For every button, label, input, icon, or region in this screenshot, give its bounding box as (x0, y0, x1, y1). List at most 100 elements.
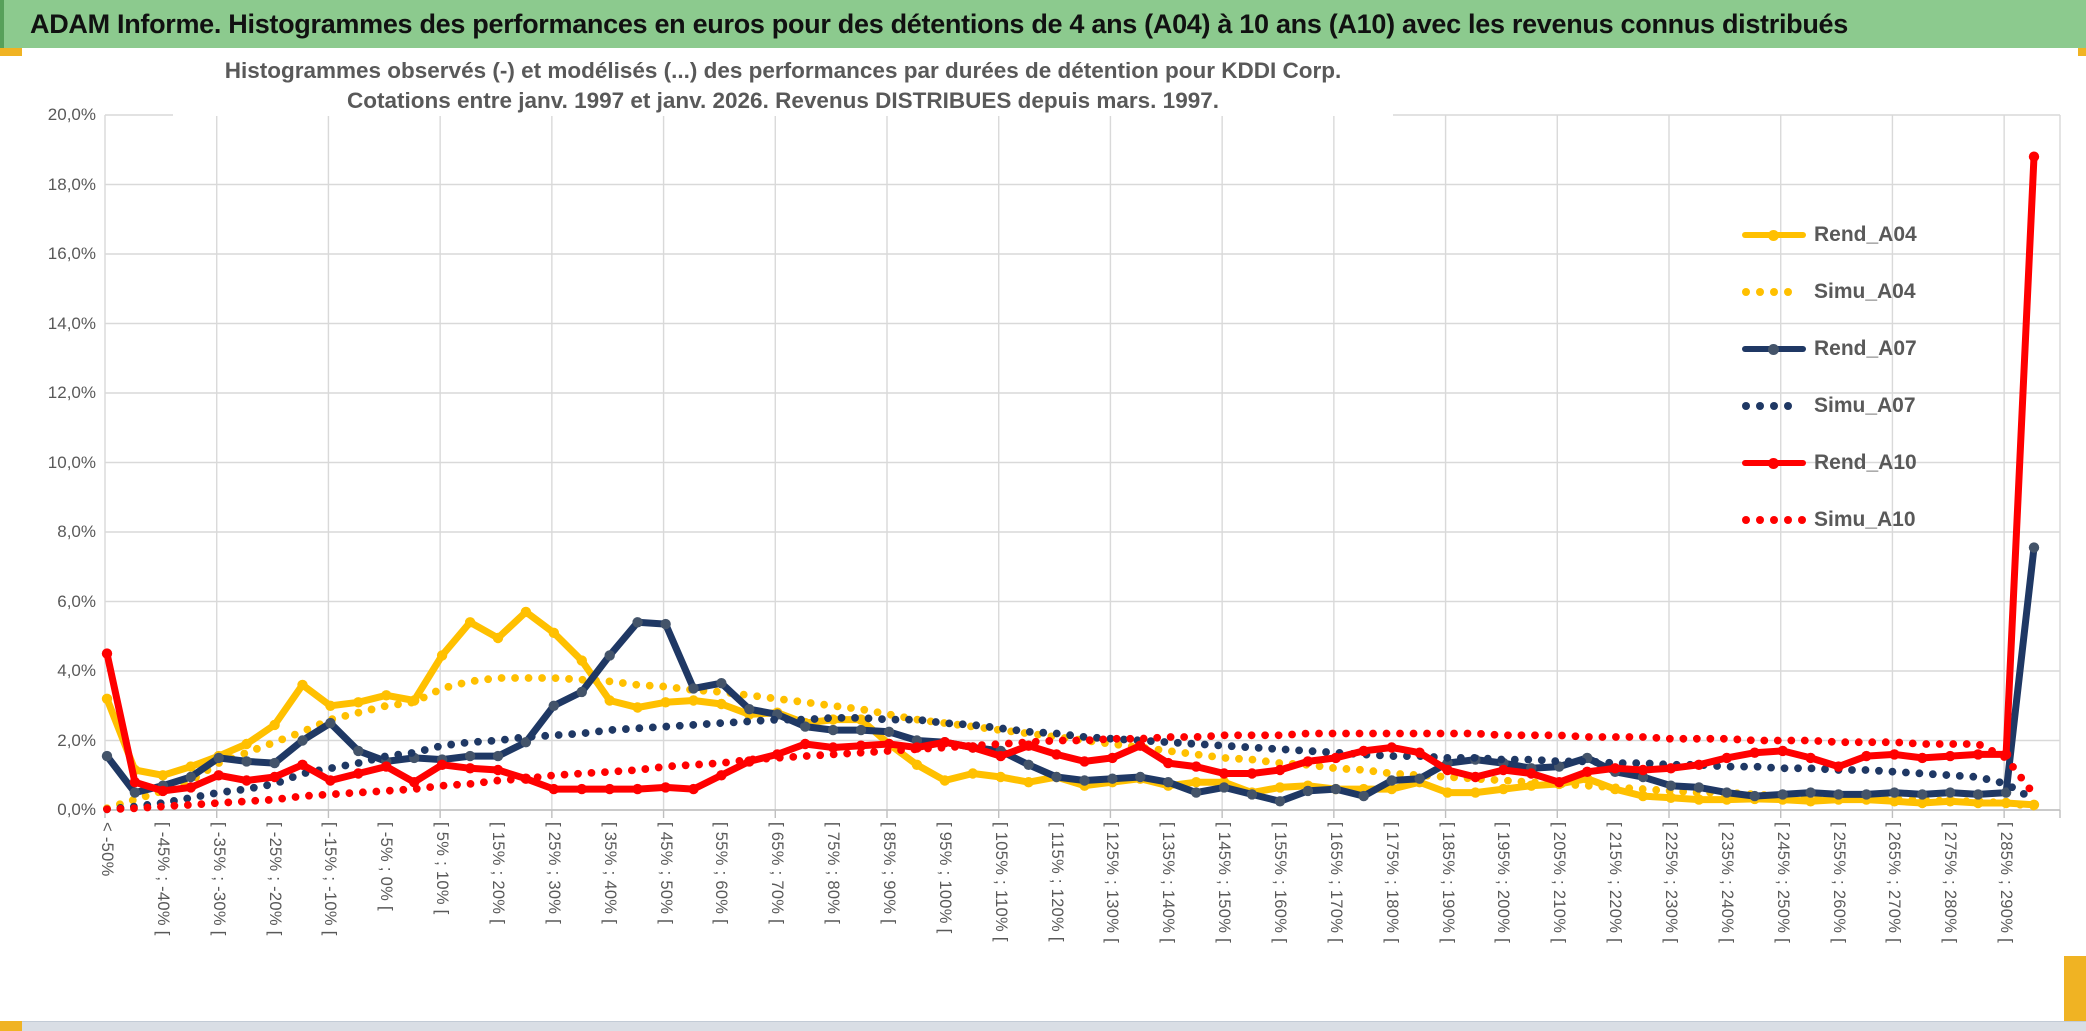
legend-item-Simu_A07: Simu_A07 (1742, 377, 1917, 434)
data-marker-Rend_A10 (1805, 752, 1816, 764)
data-marker-Rend_A10 (716, 770, 727, 781)
data-marker-Rend_A07 (576, 686, 587, 698)
data-marker-Rend_A10 (1972, 749, 1984, 760)
data-marker-Rend_A04 (1386, 783, 1397, 795)
series-line-Rend_A10 (103, 156, 2038, 795)
legend-item-Rend_A10: Rend_A10 (1742, 434, 1917, 491)
data-marker-Rend_A07 (2028, 542, 2040, 553)
report-title-bar: ADAM Informe. Histogrammes des performan… (0, 0, 2086, 48)
data-marker-Rend_A07 (1358, 790, 1369, 802)
data-marker-Rend_A07 (1330, 783, 1342, 795)
data-marker-Rend_A10 (576, 783, 587, 795)
y-axis-label: 12,0% (47, 383, 96, 402)
data-marker-Rend_A07 (1721, 787, 1733, 798)
data-marker-Rend_A04 (688, 695, 699, 706)
data-marker-Rend_A04 (911, 759, 923, 770)
data-marker-Rend_A10 (1917, 752, 1928, 764)
data-marker-Rend_A07 (883, 726, 895, 737)
data-marker-Rend_A07 (464, 750, 476, 762)
data-marker-Rend_A10 (492, 764, 504, 776)
data-marker-Rend_A10 (1274, 764, 1286, 776)
dotted-line-sample-icon (1742, 399, 1806, 413)
data-marker-Rend_A10 (1582, 766, 1593, 777)
solid-line-sample-icon (1742, 456, 1806, 470)
y-axis-label: 16,0% (47, 244, 96, 263)
data-marker-Rend_A10 (1302, 756, 1314, 767)
data-marker-Rend_A04 (939, 775, 950, 786)
data-marker-Rend_A07 (827, 724, 839, 736)
data-marker-Rend_A10 (185, 782, 196, 793)
x-axis-label: [ 265% ; 270% [ (1885, 822, 1904, 943)
dotted-line-sample-icon (1742, 513, 1806, 527)
y-axis-label: 10,0% (47, 452, 96, 472)
x-axis-label: [ 55% ; 60% [ (712, 822, 731, 925)
x-axis-label: [ -35% ; -30% [ (209, 822, 228, 936)
data-marker-Rend_A10 (827, 742, 839, 753)
data-marker-Rend_A04 (716, 698, 727, 710)
report-title: ADAM Informe. Histogrammes des performan… (30, 8, 1848, 39)
data-marker-Rend_A04 (1805, 796, 1816, 807)
x-axis-label: [ 115% ; 120% [ (1047, 822, 1066, 942)
data-marker-Rend_A07 (1163, 777, 1174, 788)
data-marker-Rend_A07 (1945, 787, 1956, 798)
data-marker-Rend_A04 (1470, 787, 1481, 798)
data-marker-Rend_A04 (520, 606, 532, 618)
data-marker-Rend_A04 (325, 700, 336, 711)
legend-label: Rend_A04 (1814, 222, 1917, 246)
x-axis-label: [ 215% ; 220% [ (1606, 822, 1625, 943)
y-axis-label: 14,0% (47, 313, 96, 333)
data-marker-Rend_A07 (1107, 773, 1118, 784)
legend-item-Rend_A04: Rend_A04 (1742, 206, 1917, 263)
data-marker-Rend_A10 (325, 775, 336, 786)
chart-legend: Rend_A04 Simu_A04 Rend_A07 Simu_A07 Rend_A10… (1742, 206, 1917, 548)
x-axis-label: [ 135% ; 140% [ (1159, 822, 1178, 943)
data-marker-Rend_A04 (436, 650, 448, 661)
gold-accent-top-left (0, 48, 22, 56)
data-marker-Rend_A07 (101, 750, 113, 762)
data-marker-Rend_A04 (1693, 794, 1705, 805)
data-marker-Rend_A07 (1665, 780, 1677, 791)
data-marker-Rend_A07 (269, 757, 280, 769)
y-axis-label: 6,0% (57, 591, 96, 611)
data-marker-Rend_A04 (492, 632, 504, 644)
data-marker-Rend_A04 (1637, 790, 1649, 802)
data-marker-Rend_A07 (1917, 789, 1928, 800)
data-marker-Rend_A10 (1079, 756, 1090, 767)
data-marker-Rend_A10 (241, 775, 252, 786)
data-marker-Rend_A10 (101, 648, 113, 659)
y-axis-label: 2,0% (57, 730, 96, 750)
dotted-line-sample-icon (1742, 285, 1806, 299)
legend-item-Rend_A07: Rend_A07 (1742, 320, 1917, 377)
data-marker-Rend_A07 (688, 683, 699, 694)
x-axis-label: [ 165% ; 170% [ (1326, 822, 1345, 943)
data-marker-Rend_A04 (632, 702, 643, 713)
data-marker-Rend_A07 (1274, 796, 1286, 807)
data-marker-Rend_A10 (855, 740, 867, 751)
data-marker-Rend_A04 (995, 771, 1006, 783)
x-axis-label: [ -25% ; -20% [ (265, 822, 284, 936)
data-marker-Rend_A07 (548, 700, 559, 711)
data-marker-Rend_A07 (129, 787, 141, 798)
x-axis-label: [ 25% ; 30% [ (544, 822, 563, 925)
data-marker-Rend_A04 (1665, 792, 1677, 803)
data-marker-Rend_A10 (1414, 747, 1425, 758)
data-marker-Rend_A10 (1861, 750, 1872, 762)
x-axis-label: [ 105% ; 110% [ (991, 822, 1010, 942)
data-marker-Rend_A07 (241, 756, 252, 767)
y-axis-label: 8,0% (57, 522, 96, 541)
data-marker-Rend_A10 (1358, 745, 1369, 757)
data-marker-Rend_A10 (800, 738, 811, 750)
data-marker-Rend_A04 (269, 719, 280, 731)
data-marker-Rend_A10 (1386, 742, 1397, 753)
legend-label: Simu_A10 (1814, 507, 1916, 531)
data-marker-Rend_A07 (1889, 787, 1900, 798)
data-marker-Rend_A10 (1107, 752, 1118, 764)
footer-band (0, 1021, 2086, 1031)
data-marker-Rend_A04 (576, 655, 587, 666)
data-marker-Rend_A04 (185, 761, 196, 772)
data-marker-Rend_A04 (101, 693, 113, 704)
x-axis-label: [ 225% ; 230% [ (1661, 822, 1680, 943)
data-marker-Rend_A07 (2000, 787, 2012, 798)
data-marker-Rend_A04 (660, 697, 671, 708)
